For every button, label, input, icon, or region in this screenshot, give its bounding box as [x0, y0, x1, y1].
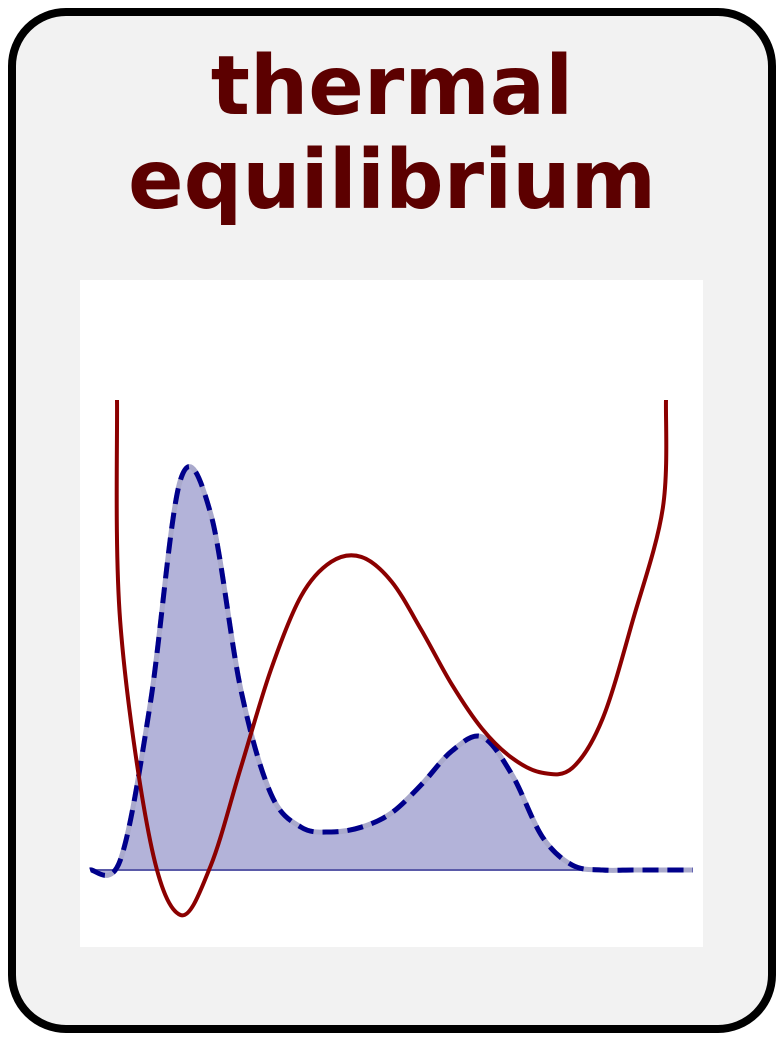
plot-panel: [80, 280, 703, 947]
plot-svg: [89, 399, 693, 918]
title-line-1: thermal: [210, 39, 574, 134]
distribution-dashed-curve: [89, 464, 693, 878]
title-line-2: equilibrium: [127, 133, 657, 228]
potential-curve: [114, 399, 669, 918]
card-title: thermal equilibrium: [0, 40, 784, 228]
